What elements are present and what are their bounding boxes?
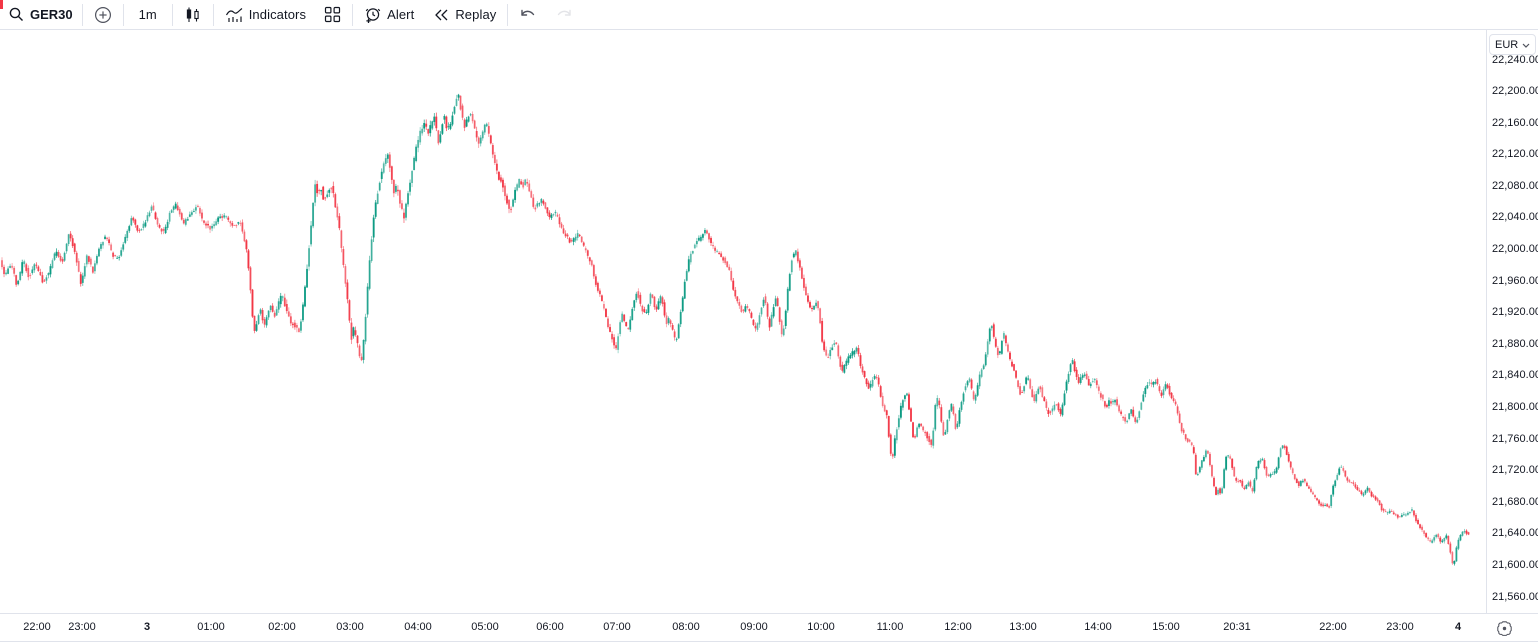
time-tick-label: 09:00 bbox=[740, 621, 768, 633]
price-tick-label: 21,600.00 bbox=[1492, 558, 1538, 571]
interval-value: 1m bbox=[138, 7, 157, 22]
price-tick-label: 21,640.00 bbox=[1492, 527, 1538, 540]
undo-button[interactable] bbox=[510, 1, 546, 29]
time-tick-label: 22:00 bbox=[23, 621, 51, 633]
time-tick-label: 07:00 bbox=[603, 621, 631, 633]
price-tick-label: 22,080.00 bbox=[1492, 179, 1538, 192]
indicator-templates-button[interactable] bbox=[315, 1, 350, 29]
time-tick-label: 4 bbox=[1454, 621, 1462, 633]
toolbar-divider bbox=[212, 3, 214, 26]
price-tick-label: 21,560.00 bbox=[1492, 590, 1538, 603]
redo-arrow-icon bbox=[555, 8, 573, 22]
search-icon bbox=[8, 6, 25, 23]
chart-pane[interactable]: TradingView bbox=[0, 30, 1485, 613]
price-tick-label: 22,120.00 bbox=[1492, 148, 1538, 161]
currency-dropdown[interactable]: EUR bbox=[1489, 34, 1536, 55]
candles bbox=[1, 93, 1470, 566]
time-tick-label: 06:00 bbox=[536, 621, 564, 633]
time-tick-label: 23:00 bbox=[1386, 621, 1414, 633]
compare-add-symbol-button[interactable] bbox=[85, 1, 121, 29]
time-tick-label: 03:00 bbox=[336, 621, 364, 633]
toolbar-divider bbox=[81, 3, 83, 26]
price-tick-label: 22,040.00 bbox=[1492, 211, 1538, 224]
candlestick-style-icon bbox=[184, 6, 202, 24]
toolbar-divider bbox=[122, 3, 124, 26]
chevron-down-icon bbox=[1522, 39, 1530, 51]
price-tick-label: 21,800.00 bbox=[1492, 400, 1538, 413]
price-axis[interactable]: EUR 22,240.00 22,200.00 22,160.00 22,120.00… bbox=[1486, 30, 1538, 613]
time-tick-label: 05:00 bbox=[471, 621, 499, 633]
time-tick-label: 3 bbox=[143, 621, 151, 633]
price-tick-label: 21,680.00 bbox=[1492, 495, 1538, 508]
time-tick-label: 04:00 bbox=[404, 621, 432, 633]
time-tick-label: 02:00 bbox=[268, 621, 296, 633]
price-tick-label: 22,240.00 bbox=[1492, 53, 1538, 66]
time-axis[interactable]: 22:00 23:00 3 01:00 02:00 03:00 04:00 05:00 06:0… bbox=[0, 613, 1538, 642]
price-tick-label: 21,760.00 bbox=[1492, 432, 1538, 445]
alert-button[interactable]: Alert bbox=[355, 1, 423, 29]
price-tick-label: 21,880.00 bbox=[1492, 337, 1538, 350]
grid-squares-icon bbox=[324, 6, 341, 23]
symbol-search-button[interactable]: GER30 bbox=[0, 1, 80, 29]
alert-label: Alert bbox=[387, 7, 415, 22]
time-tick-label: 01:00 bbox=[197, 621, 225, 633]
gear-icon bbox=[1496, 621, 1513, 641]
price-tick-label: 22,160.00 bbox=[1492, 116, 1538, 129]
price-tick-label: 22,000.00 bbox=[1492, 243, 1538, 256]
axis-settings-button[interactable] bbox=[1496, 620, 1513, 637]
time-tick-label: 12:00 bbox=[944, 621, 972, 633]
chart-style-button[interactable] bbox=[175, 1, 211, 29]
time-tick-label: 10:00 bbox=[807, 621, 835, 633]
price-tick-label: 21,720.00 bbox=[1492, 464, 1538, 477]
time-tick-label: 20:31 bbox=[1223, 621, 1251, 633]
interval-button[interactable]: 1m bbox=[126, 1, 170, 29]
top-toolbar: GER30 1m bbox=[0, 0, 1538, 30]
time-tick-label: 22:00 bbox=[1319, 621, 1347, 633]
toolbar-divider bbox=[507, 3, 509, 26]
time-tick-label: 14:00 bbox=[1084, 621, 1112, 633]
time-tick-label: 23:00 bbox=[68, 621, 96, 633]
indicators-button[interactable]: Indicators bbox=[216, 1, 315, 29]
price-tick-label: 22,200.00 bbox=[1492, 85, 1538, 98]
price-tick-label: 21,840.00 bbox=[1492, 369, 1538, 382]
red-corner-fragment bbox=[0, 0, 3, 9]
symbol-name: GER30 bbox=[30, 7, 73, 22]
toolbar-divider bbox=[352, 3, 354, 26]
replay-rewind-icon bbox=[432, 7, 450, 23]
replay-label: Replay bbox=[455, 7, 497, 22]
plus-circle-icon bbox=[94, 6, 112, 24]
alarm-clock-icon bbox=[364, 6, 382, 24]
indicators-label: Indicators bbox=[248, 7, 307, 22]
time-tick-label: 11:00 bbox=[876, 621, 904, 633]
time-tick-label: 08:00 bbox=[672, 621, 700, 633]
undo-arrow-icon bbox=[519, 8, 537, 22]
price-tick-label: 21,960.00 bbox=[1492, 274, 1538, 287]
toolbar-divider bbox=[171, 3, 173, 26]
time-tick-label: 13:00 bbox=[1009, 621, 1037, 633]
indicators-icon bbox=[225, 6, 244, 24]
candlestick-chart[interactable] bbox=[0, 30, 1485, 613]
currency-value: EUR bbox=[1495, 38, 1519, 51]
time-tick-label: 15:00 bbox=[1152, 621, 1180, 633]
redo-button[interactable] bbox=[546, 1, 582, 29]
price-tick-label: 21,920.00 bbox=[1492, 306, 1538, 319]
replay-button[interactable]: Replay bbox=[423, 1, 505, 29]
